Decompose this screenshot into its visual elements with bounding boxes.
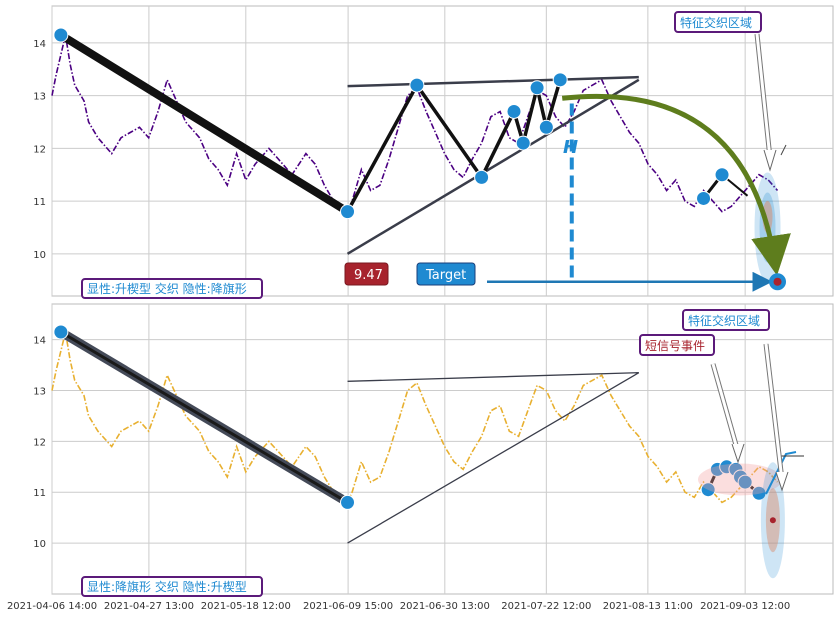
- y-tick-label: 11: [33, 197, 46, 208]
- pivot-marker: [409, 77, 425, 93]
- bottom-grid: [51, 304, 833, 594]
- y-tick-label: 10: [33, 250, 46, 261]
- y-tick-label: 14: [33, 336, 46, 347]
- pivot-marker: [515, 135, 531, 151]
- x-tick-label: 2021-09-03 12:00: [700, 601, 790, 612]
- top-zone-label-box: 特征交织区域: [674, 11, 762, 33]
- bottom-pattern: [53, 324, 767, 544]
- top-zone-label: 特征交织区域: [680, 15, 752, 30]
- zone-callout-arrowhead: [763, 149, 777, 172]
- signal-label: 短信号事件: [645, 339, 705, 353]
- pivot-marker: [538, 119, 554, 135]
- pivot-marker: [340, 494, 356, 510]
- x-tick-label: 2021-07-22 12:00: [501, 601, 591, 612]
- callout-arrow-fill: [764, 343, 784, 481]
- bottom-panel-frame: [51, 303, 834, 595]
- x-tick-label: 2021-06-30 13:00: [400, 601, 490, 612]
- top-y-ticks: 10 11 12 13 14: [33, 39, 46, 261]
- pattern-leg-core: [60, 330, 349, 504]
- channel-lower-line: [347, 372, 640, 544]
- top-pattern: [53, 27, 749, 255]
- pivot-marker: [552, 72, 568, 88]
- x-tick-label: 2021-04-27 13:00: [104, 601, 194, 612]
- top-pattern-label-box: 显性:升楔型 交织 隐性:降旗形: [81, 278, 263, 299]
- bottom-y-ticks: 10 11 12 13 14: [33, 336, 46, 551]
- bottom-series: [51, 331, 779, 504]
- x-tick-label: 2021-08-13 11:00: [603, 601, 693, 612]
- y-tick-label: 12: [33, 437, 46, 448]
- channel-upper-line: [347, 372, 639, 382]
- y-tick-label: 13: [33, 92, 46, 103]
- top-panel-frame: [51, 5, 834, 297]
- signal-label-box: 短信号事件: [639, 334, 715, 356]
- x-ticks: 2021-04-06 14:00 2021-04-27 13:00 2021-05-…: [7, 601, 790, 612]
- target-label: Target: [425, 268, 466, 283]
- x-tick-label: 2021-05-18 12:00: [201, 601, 291, 612]
- signal-zone: [698, 463, 782, 496]
- target-marker-core: [773, 277, 782, 286]
- zone-callout-arrow-fill: [755, 33, 772, 159]
- top-pattern-label: 显性:升楔型 交织 隐性:降旗形: [87, 281, 247, 296]
- price-line: [51, 34, 779, 214]
- top-grid: [51, 6, 833, 296]
- target-box: Target: [416, 262, 476, 286]
- value-box: 9.47: [344, 262, 389, 286]
- pivot-marker: [474, 169, 490, 185]
- pivot-marker: [53, 27, 69, 43]
- value-label: 9.47: [354, 268, 383, 283]
- rising-flag-line: [765, 451, 797, 495]
- y-tick-label: 11: [33, 488, 46, 499]
- pivot-marker: [529, 80, 545, 96]
- h-label: H: [563, 137, 578, 158]
- bottom-annotations: [698, 343, 804, 579]
- top-annotations: [487, 33, 791, 292]
- cluster-marker: [700, 482, 716, 498]
- channel-upper-line: [347, 75, 639, 88]
- callout-arrow-fill: [711, 363, 740, 453]
- cluster-marker: [737, 474, 753, 490]
- callout-arrowhead: [775, 471, 789, 492]
- callout-arrowhead: [731, 443, 745, 464]
- top-series: [51, 34, 779, 214]
- bottom-zone-label: 特征交织区域: [688, 313, 760, 328]
- pattern-leg-main: [56, 31, 352, 216]
- pivot-marker: [696, 190, 712, 206]
- channel-lower-line: [346, 78, 640, 255]
- pivot-marker: [714, 167, 730, 183]
- pivot-marker: [53, 324, 69, 340]
- y-tick-label: 13: [33, 386, 46, 397]
- x-tick-label: 2021-04-06 14:00: [7, 601, 97, 612]
- pivot-marker: [506, 103, 522, 119]
- projection-arrow: [561, 93, 791, 276]
- zone-mini-tick: [780, 144, 787, 156]
- y-tick-label: 14: [33, 39, 46, 50]
- bottom-pattern-label: 显性:降旗形 交织 隐性:升楔型: [87, 579, 247, 594]
- x-tick-label: 2021-06-09 15:00: [303, 601, 393, 612]
- y-tick-label: 12: [33, 144, 46, 155]
- y-tick-label: 10: [33, 539, 46, 550]
- price-line: [51, 331, 779, 504]
- bottom-zone-label-box: 特征交织区域: [682, 309, 770, 331]
- pivot-marker: [340, 204, 356, 220]
- target-marker-core: [769, 517, 776, 524]
- bottom-pattern-label-box: 显性:降旗形 交织 隐性:升楔型: [81, 576, 263, 597]
